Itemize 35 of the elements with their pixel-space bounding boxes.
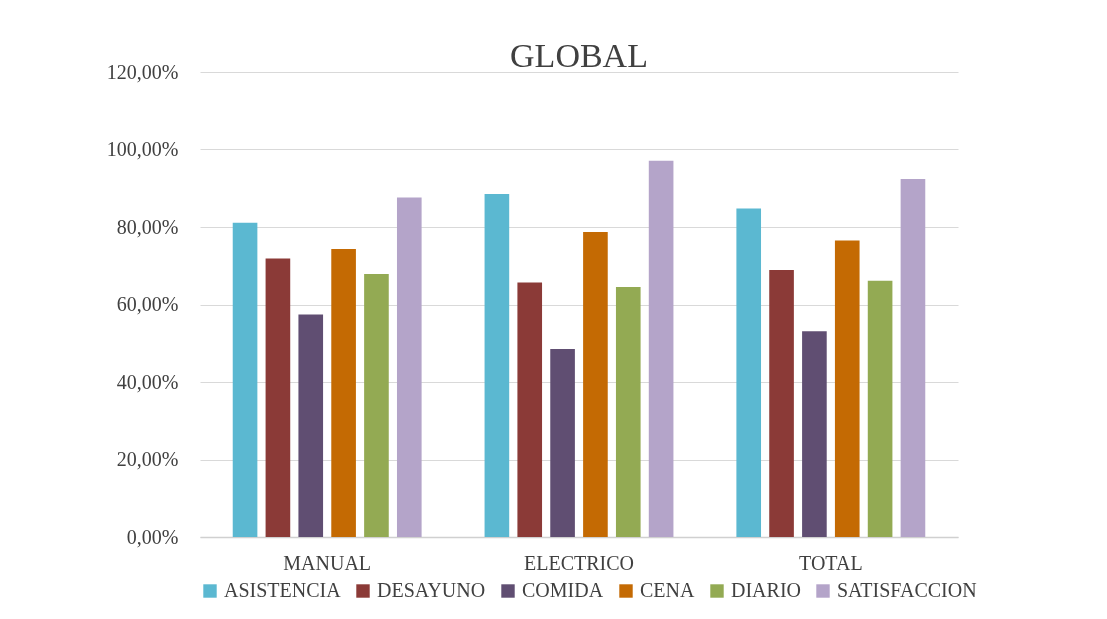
legend-label: ASISTENCIA <box>224 579 342 601</box>
bar <box>802 331 827 537</box>
bar <box>615 287 641 537</box>
legend-label: SATISFACCION <box>837 579 977 601</box>
y-tick-label: 80,00% <box>116 215 179 238</box>
y-tick-label: 40,00% <box>116 370 179 393</box>
chart-title: GLOBAL <box>510 37 648 74</box>
bar <box>298 314 324 537</box>
x-tick-label: MANUAL <box>283 551 372 574</box>
y-tick-label: 60,00% <box>116 293 179 315</box>
y-tick-label: 120,00% <box>106 60 179 83</box>
bar <box>583 232 608 537</box>
bar <box>550 349 575 537</box>
bar <box>484 194 510 537</box>
x-tick-label: ELECTRICO <box>524 551 634 574</box>
bar <box>834 240 860 537</box>
legend-label: DESAYUNO <box>377 579 486 601</box>
y-tick-label: 0,00% <box>126 525 179 548</box>
bar <box>364 273 389 537</box>
legend-label: DIARIO <box>731 579 801 601</box>
bar <box>265 258 291 537</box>
y-tick-label: 20,00% <box>116 448 179 470</box>
x-tick-label: TOTAL <box>799 551 863 574</box>
bar <box>900 178 926 537</box>
bar <box>867 280 893 537</box>
bar <box>232 222 258 537</box>
bar <box>331 249 356 537</box>
bar <box>769 270 794 537</box>
y-tick-label: 100,00% <box>106 138 179 160</box>
bar <box>648 160 674 537</box>
bar <box>736 208 762 537</box>
legend-label: COMIDA <box>522 579 604 601</box>
bar <box>396 197 422 537</box>
bar <box>517 282 543 537</box>
legend-label: CENA <box>640 579 695 601</box>
